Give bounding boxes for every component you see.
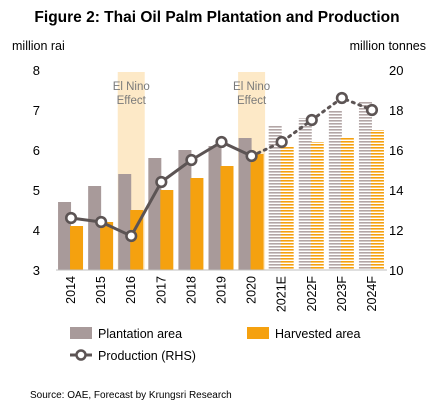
x-tick-2014: 2014 — [64, 276, 78, 304]
bar-harvested-area-2016 — [130, 210, 144, 270]
production-point-2024F — [365, 103, 379, 117]
bar-harvested-area-2017 — [160, 190, 174, 270]
el-nino-label-2016-0: El Nino — [113, 81, 150, 93]
production-line-layer — [64, 91, 379, 243]
right-tick-10: 10 — [389, 263, 403, 278]
production-point-2017 — [155, 175, 168, 189]
right-tick-12: 12 — [389, 223, 403, 238]
x-tick-2017: 2017 — [154, 276, 168, 304]
production-point-2018 — [185, 153, 198, 167]
legend-swatch-harvested-area — [247, 327, 269, 339]
production-point-2021E — [275, 135, 288, 149]
bar-layer — [58, 102, 384, 270]
legend-swatch-production-marker — [75, 349, 87, 361]
bar-plantation-area-2014 — [58, 202, 72, 270]
left-tick-5: 5 — [33, 183, 40, 198]
left-axis-unit: million rai — [12, 39, 65, 53]
right-tick-20: 20 — [389, 63, 403, 78]
bar-plantation-area-2022F — [298, 118, 312, 270]
production-point-2023F — [335, 91, 348, 105]
bar-plantation-area-2019 — [208, 146, 222, 270]
production-point-2015 — [95, 215, 108, 229]
bar-harvested-area-2020 — [250, 154, 264, 270]
bar-plantation-area-2020 — [238, 138, 252, 270]
source-note: Source: OAE, Forecast by Krungsri Resear… — [30, 390, 232, 401]
x-tick-2020: 2020 — [245, 276, 259, 304]
production-point-2016 — [125, 229, 138, 243]
legend-label-plantation-area: Plantation area — [98, 327, 182, 341]
legend-label-harvested-area: Harvested area — [275, 327, 361, 341]
chart-title: Figure 2: Thai Oil Palm Plantation and P… — [34, 9, 399, 26]
bar-plantation-area-2016 — [118, 174, 132, 270]
right-tick-16: 16 — [389, 143, 403, 158]
legend-swatch-plantation-area — [70, 327, 92, 339]
x-tick-2015: 2015 — [94, 276, 108, 304]
el-nino-label-2020-1: Effect — [237, 95, 267, 107]
left-tick-4: 4 — [33, 223, 40, 238]
bar-harvested-area-2023F — [340, 138, 354, 270]
bar-harvested-area-2018 — [190, 178, 204, 270]
el-nino-label-2016-1: Effect — [117, 95, 147, 107]
bar-plantation-area-2021E — [268, 126, 282, 270]
x-tick-2021e: 2021E — [275, 276, 289, 312]
axes-layer: 3 4 5 6 7 8 10 12 14 16 18 20 2014 2015 2016 2017 2018 20… — [33, 63, 404, 312]
bar-plantation-area-2023F — [328, 110, 342, 270]
left-tick-7: 7 — [33, 103, 40, 118]
bar-plantation-area-2017 — [148, 158, 162, 270]
bar-harvested-area-2022F — [310, 142, 324, 270]
legend-label-production: Production (RHS) — [98, 349, 196, 363]
bar-harvested-area-2024F — [370, 130, 384, 270]
legend: Plantation area Harvested area Productio… — [70, 327, 361, 363]
bar-plantation-area-2015 — [88, 186, 102, 270]
left-tick-8: 8 — [33, 63, 40, 78]
x-tick-2016: 2016 — [124, 276, 138, 304]
el-nino-label-2020-0: El Nino — [233, 81, 270, 93]
bar-harvested-area-2021E — [280, 146, 294, 270]
right-tick-14: 14 — [389, 183, 403, 198]
bar-plantation-area-2024F — [358, 102, 372, 270]
left-tick-6: 6 — [33, 143, 40, 158]
production-point-2019 — [215, 135, 228, 149]
production-point-2022F — [305, 113, 318, 127]
bar-harvested-area-2019 — [220, 166, 234, 270]
x-tick-2023f: 2023F — [335, 276, 349, 312]
x-tick-2018: 2018 — [184, 276, 198, 304]
bar-harvested-area-2015 — [100, 222, 114, 270]
x-tick-2024f: 2024F — [365, 276, 379, 312]
right-tick-18: 18 — [389, 103, 403, 118]
left-tick-3: 3 — [33, 263, 40, 278]
x-tick-2019: 2019 — [215, 276, 229, 304]
production-point-2020 — [245, 149, 258, 163]
right-axis-unit: million tonnes — [350, 39, 426, 53]
production-point-2014 — [64, 211, 78, 225]
bar-plantation-area-2018 — [178, 150, 192, 270]
x-tick-2022f: 2022F — [305, 276, 319, 312]
bar-harvested-area-2014 — [70, 226, 84, 270]
